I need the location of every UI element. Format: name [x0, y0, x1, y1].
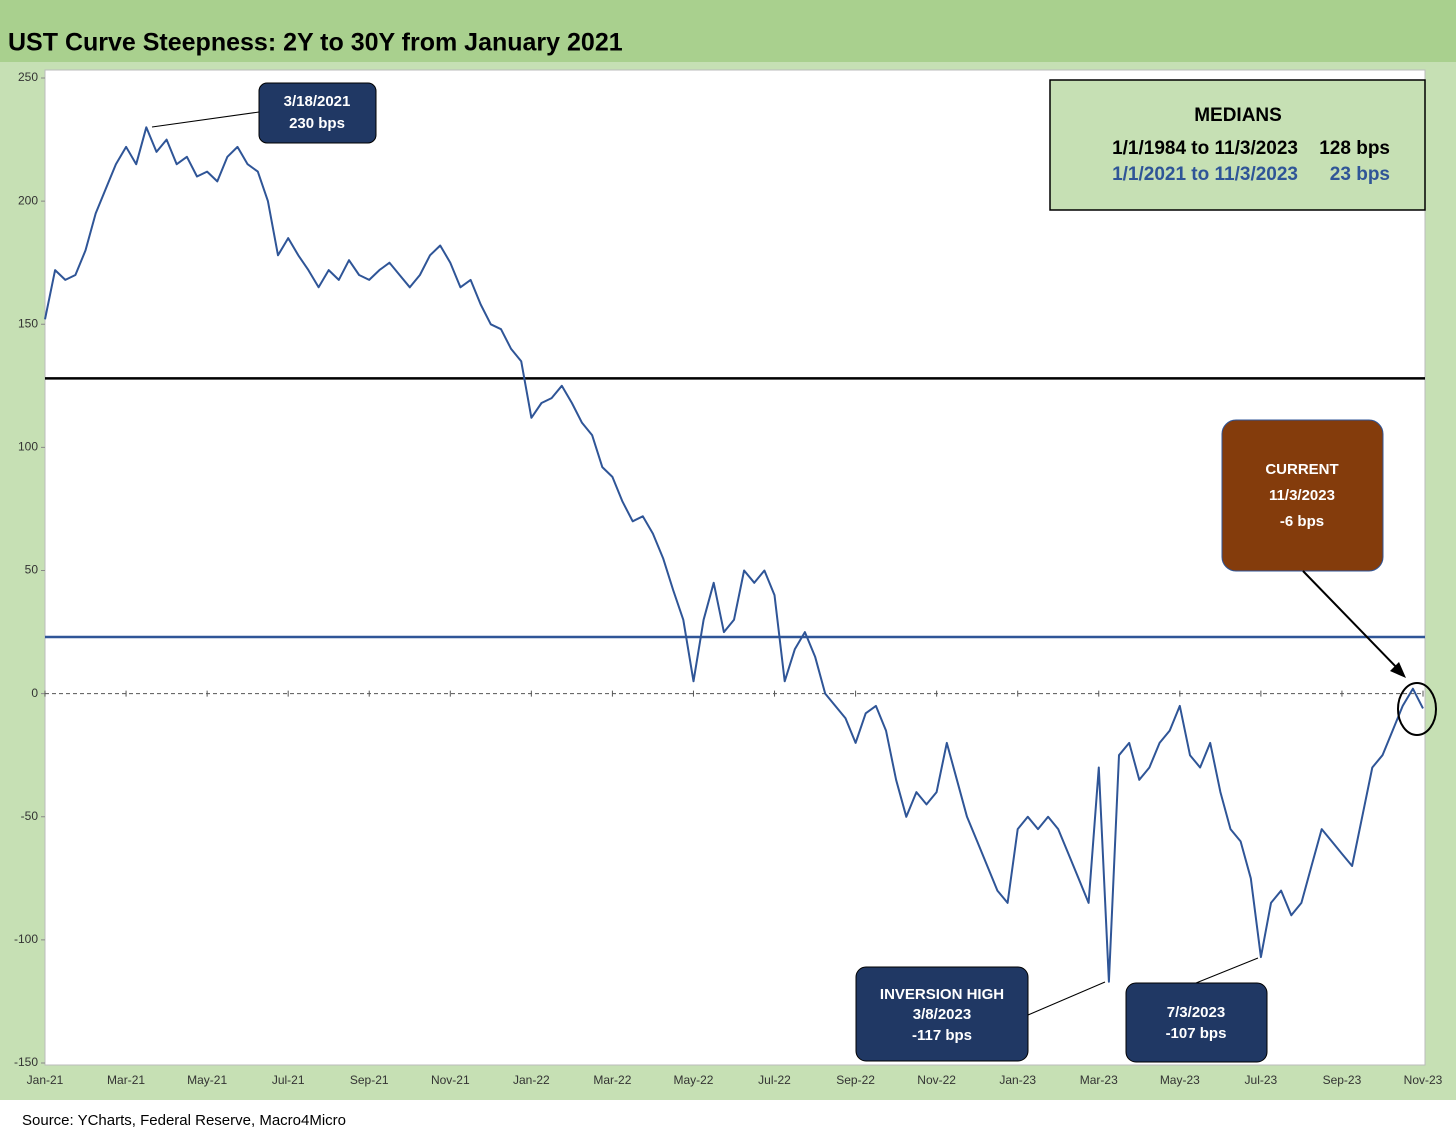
median-label: 1/1/2021 to 11/3/2023	[1112, 164, 1298, 185]
annotation-box	[1125, 982, 1268, 1063]
x-tick-label: Mar-23	[1080, 1073, 1118, 1087]
x-tick-label: Sep-22	[836, 1073, 875, 1087]
annotation-text: CURRENT	[1265, 461, 1338, 478]
annotation-text: -6 bps	[1280, 513, 1324, 530]
median-label: 1/1/1984 to 11/3/2023	[1112, 138, 1298, 159]
x-tick-label: Sep-21	[350, 1073, 389, 1087]
plot-area	[44, 69, 1426, 1066]
title-bar	[0, 0, 1456, 62]
annotation-text: 7/3/2023	[1167, 1004, 1225, 1021]
source: Source: YCharts, Federal Reserve, Macro4…	[22, 1112, 346, 1129]
highlight-circle	[1397, 682, 1437, 736]
x-tick-label: Jan-22	[513, 1073, 550, 1087]
annotation-box	[855, 966, 1029, 1062]
y-tick-label: 200	[18, 193, 38, 207]
x-tick-label: May-23	[1160, 1073, 1200, 1087]
y-tick-label: 250	[18, 70, 38, 84]
y-tick-label: 0	[31, 686, 38, 700]
medians-title: MEDIANS	[1194, 105, 1282, 126]
x-tick-label: Mar-22	[593, 1073, 631, 1087]
x-tick-label: May-22	[673, 1073, 713, 1087]
connector	[1195, 957, 1259, 984]
x-tick-label: Sep-23	[1323, 1073, 1362, 1087]
connector	[1027, 981, 1106, 1016]
connector	[151, 111, 260, 128]
arrow	[1302, 570, 1401, 672]
x-tick-label: May-21	[187, 1073, 227, 1087]
arrow-head	[1390, 662, 1406, 678]
annotation-text: -117 bps	[912, 1027, 972, 1044]
y-tick-label: 150	[18, 316, 38, 330]
y-tick-label: 50	[25, 563, 39, 577]
annotation-text: -107 bps	[1166, 1025, 1227, 1042]
footer	[0, 1100, 1456, 1138]
x-tick-label: Jul-23	[1245, 1073, 1278, 1087]
y-tick-label: -50	[21, 809, 39, 823]
x-tick-label: Jan-23	[999, 1073, 1036, 1087]
annotation-text: 230 bps	[289, 115, 345, 132]
x-tick-label: Mar-21	[107, 1073, 145, 1087]
y-tick-label: -100	[14, 932, 38, 946]
annotation-text: 3/8/2023	[913, 1006, 971, 1023]
marks: -150 -100 -50 0 50 100 150 200 250 Jan-21 Mar-21 Ma…	[14, 70, 1443, 1087]
x-tick-label: Nov-21	[431, 1073, 470, 1087]
annotation-text: 11/3/2023	[1269, 487, 1335, 504]
x-tick-label: Nov-23	[1404, 1073, 1443, 1087]
series-line	[44, 126, 1424, 983]
chart-title: UST Curve Steepness: 2Y to 30Y from Janu…	[8, 29, 623, 57]
x-tick-label: Nov-22	[917, 1073, 956, 1087]
median-value: 23 bps	[1330, 164, 1390, 185]
y-tick-label: 100	[18, 440, 38, 454]
annotation-box	[1221, 419, 1384, 572]
x-tick-label: Jul-22	[758, 1073, 791, 1087]
x-tick-label: Jul-21	[272, 1073, 305, 1087]
y-tick-label: -150	[14, 1055, 38, 1069]
x-tick-label: Jan-21	[27, 1073, 64, 1087]
median-value: 128 bps	[1319, 138, 1390, 159]
annotation-box	[258, 82, 377, 144]
annotation-text: INVERSION HIGH	[880, 986, 1004, 1003]
annotation-text: 3/18/2021	[284, 93, 351, 110]
medians-box	[1049, 79, 1426, 211]
